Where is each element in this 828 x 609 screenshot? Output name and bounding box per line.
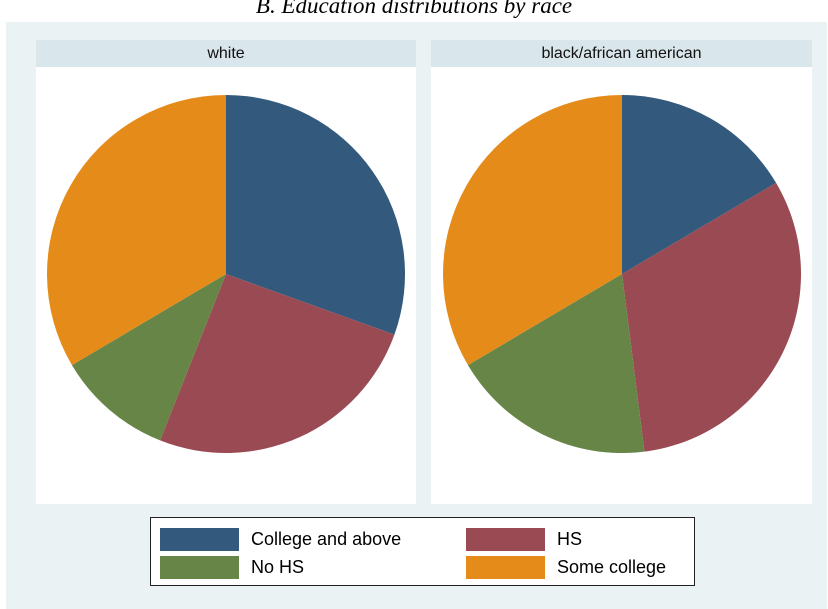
legend-item-some-college: Some college	[466, 555, 666, 579]
pie-slice-some-college	[47, 95, 227, 366]
legend-label: Some college	[557, 556, 667, 577]
pie-slice-college-and-above	[622, 95, 777, 274]
legend-swatch	[466, 555, 545, 579]
pie-slice-hs	[160, 274, 395, 453]
pie-slice-some-college	[443, 95, 622, 366]
legend-item-hs: HS	[466, 527, 582, 551]
legend-label: HS	[557, 528, 583, 549]
pie-chart-black-african-american	[443, 95, 801, 454]
legend-label: College and above	[251, 528, 402, 549]
pie-chart-white	[47, 95, 406, 453]
figure-title: B. Education distributions by race	[255, 0, 573, 18]
pie-slice-college-and-above	[226, 95, 406, 335]
panel-title: black/african american	[431, 40, 812, 67]
legend-item-college-and-above: College and above	[160, 527, 401, 551]
legend-swatch	[466, 527, 545, 551]
legend-item-no-hs: No HS	[160, 555, 304, 579]
pie-slice-no-hs	[71, 274, 227, 441]
pie-slice-hs	[622, 182, 801, 452]
legend-swatch	[160, 527, 239, 551]
pie-panel-white: white	[36, 40, 416, 504]
pie-panel-black-african-american: black/african american	[431, 40, 812, 504]
legend: College and above HS No HS Some college	[150, 517, 695, 586]
pie-slice-no-hs	[467, 274, 645, 454]
legend-label: No HS	[251, 556, 305, 577]
panel-title: white	[36, 40, 416, 67]
legend-swatch	[160, 555, 239, 579]
plot-area: white black/african american	[6, 22, 827, 609]
